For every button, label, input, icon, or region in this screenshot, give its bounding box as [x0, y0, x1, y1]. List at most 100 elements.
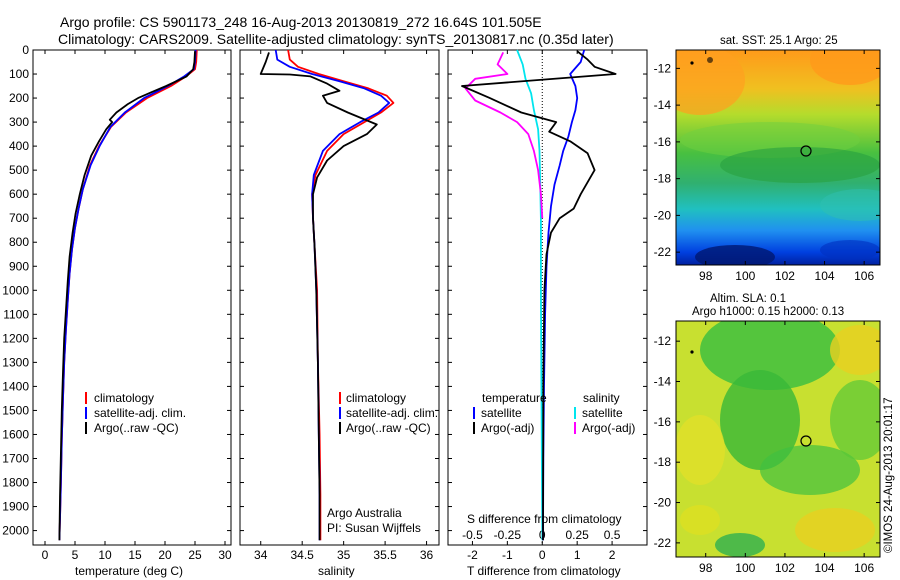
diff-temperature-satellite-line: [542, 49, 586, 541]
map-x-tick-label: 98: [699, 561, 713, 575]
x-tick-label: 35.5: [373, 548, 397, 562]
header-line-2: Climatology: CARS2009. Satellite-adjuste…: [58, 31, 614, 47]
temperature-panel-frame: [32, 49, 232, 546]
x-tick-label: 25: [188, 548, 202, 562]
depth-tick-label: 1400: [2, 379, 29, 393]
depth-tick-label: 800: [9, 235, 29, 249]
temperature-legend: climatology satellite-adj. clim. Argo(..…: [85, 391, 186, 435]
depth-tick-label: 1800: [2, 476, 29, 490]
sla-map-title: Altim. SLA: 0.1: [710, 293, 786, 305]
salinity-legend: climatology satellite-adj. clim. Argo(..…: [327, 391, 438, 535]
salinity-axis-label: salinity: [318, 564, 355, 578]
s-tick-label: 0.5: [604, 528, 621, 542]
sst-argo-location-marker: [800, 145, 812, 157]
map-x-tick-label: 102: [775, 561, 795, 575]
depth-tick-label: 2000: [2, 524, 29, 538]
depth-tick-label: 900: [9, 259, 29, 273]
imos-timestamp: ©IMOS 24-Aug-2013 20:01:17: [883, 397, 895, 553]
map-x-tick-label: 100: [735, 561, 755, 575]
legend-label-t-satellite: satellite: [481, 406, 522, 420]
x-tick-label: -1: [502, 548, 513, 562]
diff-temperature-argo-line: [461, 50, 617, 541]
depth-tick-label: 1200: [2, 331, 29, 345]
legend-label-argo: Argo(..raw -QC): [346, 421, 431, 435]
depth-tick-label: 1700: [2, 451, 29, 465]
legend-label-satellite: satellite-adj. clim.: [94, 406, 186, 420]
x-tick-label: 0: [42, 548, 49, 562]
legend-label-satellite: satellite-adj. clim.: [346, 406, 438, 420]
x-tick-label: 34.5: [291, 548, 315, 562]
map-y-tick-label: -18: [654, 455, 672, 469]
map-x-tick-label: 106: [854, 561, 874, 575]
x-tick-label: 36: [420, 548, 434, 562]
sst-map-frame: [675, 49, 881, 266]
map-y-tick-label: -20: [654, 208, 672, 222]
x-axes: 0 5 10 15 20 25 30 34 34.5 35 35.5 36 -2 -1 0 1 2 -0.5 -0.…: [42, 50, 621, 562]
x-tick-label: -2: [467, 548, 478, 562]
legend-label-argo: Argo(..raw -QC): [94, 421, 179, 435]
x-tick-label: 34: [254, 548, 268, 562]
s-difference-title: S difference from climatology: [467, 512, 622, 526]
map-x-tick-label: 104: [815, 561, 835, 575]
x-tick-label: 5: [72, 548, 79, 562]
x-tick-label: 2: [609, 548, 616, 562]
depth-tick-label: 200: [9, 91, 29, 105]
depth-tick-label: 1500: [2, 403, 29, 417]
x-tick-label: 1: [574, 548, 581, 562]
map-x-tick-label: 100: [735, 269, 755, 283]
map-x-tick-label: 104: [815, 269, 835, 283]
profile-curves: [58, 49, 617, 541]
s-tick-label: -0.5: [462, 528, 483, 542]
x-tick-label: 10: [98, 548, 112, 562]
map-x-tick-label: 102: [775, 269, 795, 283]
diff-salinity-argo-line: [464, 52, 544, 219]
map-y-tick-label: -22: [654, 245, 672, 259]
x-tick-label: 35: [337, 548, 351, 562]
sla-map-subtitle: Argo h1000: 0.15 h2000: 0.13: [692, 306, 844, 318]
difference-legend: temperature satellite Argo(-adj) salinit…: [467, 391, 635, 526]
depth-tick-label: 1900: [2, 500, 29, 514]
depth-tick-label: 0: [22, 43, 29, 57]
depth-tick-label: 1300: [2, 355, 29, 369]
x-tick-label: 30: [218, 548, 232, 562]
argo-australia-label: Argo Australia: [327, 506, 402, 520]
map-x-tick-label: 106: [854, 269, 874, 283]
depth-tick-label: 1000: [2, 283, 29, 297]
x-tick-label: 20: [158, 548, 172, 562]
t-difference-axis-label: T difference from climatology: [467, 564, 621, 578]
temperature-series-1: [58, 49, 197, 541]
depth-tick-label: 100: [9, 67, 29, 81]
salinity-panel-frame: [239, 49, 440, 546]
depth-axis: 0 100 200 300 400 500 600 700 800 900 1000 1100 1200…: [2, 43, 647, 538]
map-x-tick-label: 98: [699, 269, 713, 283]
map-y-tick-label: -22: [654, 536, 672, 550]
pi-label: PI: Susan Wijffels: [327, 521, 421, 535]
legend-heading-salinity: salinity: [583, 391, 620, 405]
depth-tick-label: 500: [9, 163, 29, 177]
legend-label-s-satellite: satellite: [582, 406, 623, 420]
s-tick-label: 0.25: [565, 528, 589, 542]
depth-tick-label: 700: [9, 211, 29, 225]
map-y-tick-label: -20: [654, 496, 672, 510]
sst-map-image: [676, 50, 880, 265]
depth-tick-label: 1100: [3, 307, 29, 321]
temperature-series-2: [58, 51, 196, 541]
diff-salinity-satellite-line: [516, 49, 544, 541]
map-y-tick-label: -16: [654, 415, 672, 429]
x-tick-label: 15: [128, 548, 142, 562]
map-y-tick-label: -16: [654, 135, 672, 149]
depth-tick-label: 400: [9, 139, 29, 153]
sst-map-title: sat. SST: 25.1 Argo: 25: [720, 35, 838, 47]
depth-tick-label: 1600: [2, 427, 29, 441]
legend-label-climatology: climatology: [346, 391, 406, 405]
salinity-series-0: [287, 49, 395, 541]
temperature-series-0: [58, 49, 198, 541]
temperature-axis-label: temperature (deg C): [75, 564, 183, 578]
map-y-tick-label: -12: [654, 334, 672, 348]
salinity-series-2: [259, 52, 378, 541]
depth-tick-label: 600: [9, 187, 29, 201]
legend-heading-temperature: temperature: [482, 391, 547, 405]
depth-tick-label: 300: [9, 115, 29, 129]
difference-panel-frame: [447, 49, 648, 546]
